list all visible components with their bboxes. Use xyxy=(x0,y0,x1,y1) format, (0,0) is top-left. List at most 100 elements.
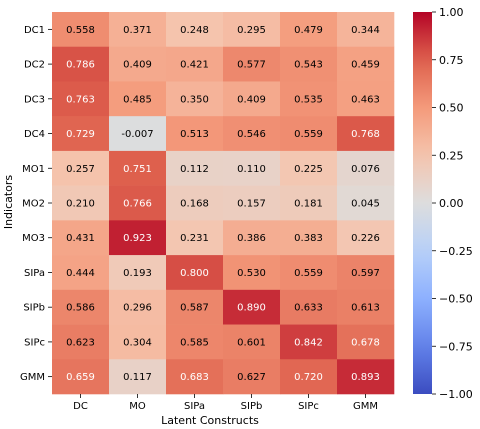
cell-value-label: 0.513 xyxy=(180,129,209,140)
colorbar-tick-label: −0.50 xyxy=(439,293,473,306)
heatmap-cell xyxy=(337,220,395,256)
cell-value-label: 0.586 xyxy=(66,303,95,314)
cell-value-label: 0.248 xyxy=(180,25,209,36)
heatmap-cell xyxy=(166,289,224,325)
heatmap-cell xyxy=(280,220,338,256)
heatmap-cell-labels: 0.558 0.371 0.248 0.295 0.479 0.344 0.786 0.409… xyxy=(66,25,380,383)
cell-value-label: 0.659 xyxy=(66,372,95,383)
cell-value-label: 0.117 xyxy=(123,372,152,383)
cell-value-label: 0.431 xyxy=(66,233,95,244)
colorbar-tick-label: −0.75 xyxy=(439,340,473,353)
heatmap-cell xyxy=(109,324,167,360)
heatmap-cell xyxy=(52,359,110,395)
cell-value-label: 0.045 xyxy=(351,199,380,210)
cell-value-label: 0.479 xyxy=(294,25,323,36)
cell-value-label: 0.210 xyxy=(66,199,95,210)
heatmap-cell xyxy=(109,12,167,48)
y-tick-label: SIPb xyxy=(23,303,45,314)
y-tick-label: MO2 xyxy=(22,199,45,210)
heatmap-cell xyxy=(52,150,110,186)
colorbar-tick-label: 0.00 xyxy=(439,197,464,210)
x-axis-ticks: DC MO SIPa SIPb SIPc GMM xyxy=(73,394,378,412)
colorbar-gradient xyxy=(413,12,432,394)
x-tick-label: MO xyxy=(129,401,146,412)
heatmap-cell xyxy=(223,81,281,117)
cell-value-label: 0.383 xyxy=(294,233,323,244)
heatmap-cell xyxy=(223,185,281,221)
cell-value-label: 0.296 xyxy=(123,303,152,314)
heatmap-cell xyxy=(52,116,110,152)
cell-value-label: 0.485 xyxy=(123,94,152,105)
heatmap-cell xyxy=(223,255,281,291)
heatmap-cell xyxy=(280,324,338,360)
colorbar-tick-label: −1.00 xyxy=(439,388,473,401)
colorbar-ticks: 1.00 0.75 0.50 0.25 0.00 −0.25 −0.50 −0.75 −1.00 xyxy=(432,6,473,401)
heatmap-cell xyxy=(109,289,167,325)
heatmap-cell xyxy=(280,116,338,152)
colorbar-tick-label: 0.75 xyxy=(439,54,464,67)
cell-value-label: 0.421 xyxy=(180,60,209,71)
colorbar-tick-label: −0.25 xyxy=(439,245,473,258)
heatmap-cell xyxy=(109,81,167,117)
cell-value-label: -0.007 xyxy=(121,129,153,140)
cell-value-label: 0.577 xyxy=(237,60,266,71)
cell-value-label: 0.678 xyxy=(351,337,380,348)
y-axis-ticks: DC1 DC2 DC3 DC4 MO1 MO2 MO3 SIPa SIPb SIPc GMM xyxy=(20,25,52,383)
heatmap-cell xyxy=(52,185,110,221)
cell-value-label: 0.530 xyxy=(237,268,266,279)
cell-value-label: 0.597 xyxy=(351,268,380,279)
heatmap-cell xyxy=(223,324,281,360)
cell-value-label: 0.409 xyxy=(123,60,152,71)
cell-value-label: 0.193 xyxy=(123,268,152,279)
heatmap-cell xyxy=(280,359,338,395)
heatmap-cell xyxy=(280,12,338,48)
heatmap-cell xyxy=(280,185,338,221)
cell-value-label: 0.585 xyxy=(180,337,209,348)
cell-value-label: 0.923 xyxy=(123,233,152,244)
heatmap-cell xyxy=(337,12,395,48)
cell-value-label: 0.623 xyxy=(66,337,95,348)
x-tick-label: GMM xyxy=(353,401,378,412)
heatmap-cell xyxy=(337,289,395,325)
heatmap-cell xyxy=(223,220,281,256)
cell-value-label: 0.444 xyxy=(66,268,95,279)
heatmap-cell xyxy=(166,81,224,117)
heatmap-cell xyxy=(109,185,167,221)
x-tick-label: SIPc xyxy=(298,401,319,412)
cell-value-label: 0.786 xyxy=(66,60,95,71)
heatmap-cell xyxy=(223,46,281,82)
cell-value-label: 0.344 xyxy=(351,25,380,36)
y-tick-label: MO3 xyxy=(22,233,45,244)
cell-value-label: 0.459 xyxy=(351,60,380,71)
y-tick-label: SIPa xyxy=(24,268,45,279)
cell-value-label: 0.386 xyxy=(237,233,266,244)
cell-value-label: 0.257 xyxy=(66,164,95,175)
cell-value-label: 0.613 xyxy=(351,303,380,314)
cell-value-label: 0.371 xyxy=(123,25,152,36)
cell-value-label: 0.110 xyxy=(237,164,266,175)
heatmap-cell xyxy=(52,220,110,256)
heatmap-cell xyxy=(52,46,110,82)
cell-value-label: 0.587 xyxy=(180,303,209,314)
heatmap-cell xyxy=(223,289,281,325)
colorbar-tick-label: 0.25 xyxy=(439,149,464,162)
cell-value-label: 0.890 xyxy=(237,303,266,314)
cell-value-label: 0.181 xyxy=(294,199,323,210)
heatmap-cell xyxy=(166,220,224,256)
y-axis-label: Indicators xyxy=(2,175,15,230)
heatmap-cell xyxy=(109,116,167,152)
heatmap-cell xyxy=(280,150,338,186)
heatmap-cell xyxy=(166,150,224,186)
heatmap-cell xyxy=(109,46,167,82)
x-tick-label: DC xyxy=(73,401,88,412)
heatmap-cell xyxy=(223,359,281,395)
heatmap-cell xyxy=(109,255,167,291)
cell-value-label: 0.350 xyxy=(180,94,209,105)
heatmap-cell xyxy=(337,324,395,360)
cell-value-label: 0.112 xyxy=(180,164,209,175)
cell-value-label: 0.720 xyxy=(294,372,323,383)
cell-value-label: 0.543 xyxy=(294,60,323,71)
heatmap-cell xyxy=(337,255,395,291)
cell-value-label: 0.157 xyxy=(237,199,266,210)
